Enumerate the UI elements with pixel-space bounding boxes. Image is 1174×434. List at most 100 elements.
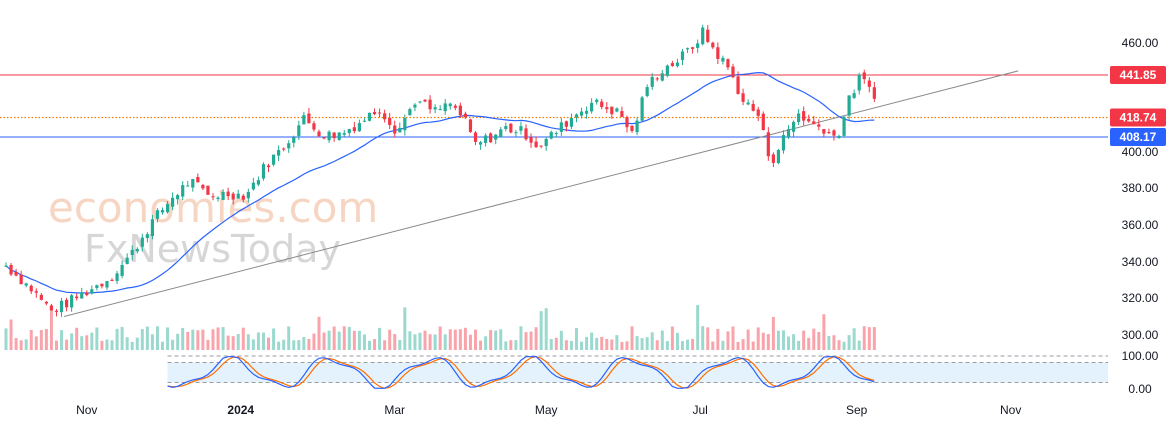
volume-bar	[781, 330, 785, 350]
volume-bar	[100, 340, 104, 350]
volume-bar	[630, 326, 634, 350]
price-axis[interactable]: 300.00 320.00 340.00 360.00 380.00 400.00 460.…	[1122, 36, 1159, 342]
candle-body	[448, 103, 452, 107]
watermark: economies.com FxNewsToday	[48, 183, 378, 271]
candle-body	[403, 117, 407, 131]
volume-bar	[110, 340, 114, 350]
candle-body	[731, 66, 735, 78]
candle-body	[468, 119, 473, 132]
volume-bar	[499, 329, 503, 350]
candle-body	[791, 121, 796, 132]
candle-body	[857, 74, 861, 91]
volume-bar	[231, 336, 235, 350]
candle-body	[595, 99, 599, 103]
volume-bar	[135, 337, 139, 350]
volume-bar	[509, 340, 513, 350]
candle-body	[842, 116, 846, 136]
volume-bar	[600, 336, 604, 350]
volume-bar	[4, 328, 8, 350]
volume-bar	[756, 327, 760, 350]
candle-body	[388, 117, 392, 125]
volume-bar	[186, 331, 190, 350]
volume-bar	[479, 340, 483, 350]
candle-body	[590, 102, 594, 112]
candle-body	[70, 295, 74, 308]
oscillator-k-line	[167, 356, 875, 389]
candle-body	[524, 128, 528, 140]
candle-body	[221, 191, 225, 200]
candle-body	[837, 135, 841, 138]
candle-body	[393, 125, 397, 134]
volume-bar	[44, 329, 48, 350]
volume-bar	[665, 341, 669, 350]
volume-bar	[267, 337, 271, 350]
candle-body	[680, 51, 685, 60]
volume-bar	[458, 329, 462, 350]
candle-body	[312, 123, 316, 130]
volume-bar	[408, 331, 412, 350]
candle-body	[327, 131, 331, 141]
candle-body	[655, 78, 659, 80]
volume-bar	[196, 330, 200, 350]
volume-bar	[504, 341, 508, 350]
candle-body	[438, 109, 442, 111]
volume-bar	[807, 337, 811, 350]
volume-bar	[726, 331, 730, 350]
candle-body	[54, 310, 59, 312]
candle-body	[186, 185, 190, 187]
volume-bar	[721, 340, 725, 350]
candle-body	[428, 99, 432, 110]
candle-body	[398, 127, 402, 133]
candle-body	[19, 274, 23, 285]
trendline[interactable]	[63, 70, 1019, 317]
candle-body	[100, 283, 104, 287]
candle-body	[726, 59, 730, 68]
volume-bar	[453, 329, 457, 350]
volume-bar	[660, 330, 664, 350]
volume-bar	[85, 335, 89, 350]
volume-bar	[277, 341, 281, 350]
candle-body	[696, 43, 700, 48]
candle-body	[433, 107, 437, 110]
volume-bar	[9, 319, 13, 350]
time-axis[interactable]: Nov 2024 Mar May Jul Sep Nov	[76, 403, 1021, 417]
volume-bar	[70, 333, 74, 350]
volume-bar	[307, 339, 311, 350]
candle-body	[191, 178, 195, 188]
candle-body	[549, 132, 553, 139]
volume-bar	[206, 339, 210, 350]
candle-body	[494, 134, 498, 140]
volume-bar	[367, 340, 371, 350]
volume-bar	[731, 326, 735, 350]
candle-body	[473, 132, 478, 142]
volume-bar	[474, 329, 478, 350]
volume-bar	[130, 341, 134, 350]
candle-body	[342, 133, 346, 135]
volume-bar	[297, 340, 301, 350]
candle-body	[751, 103, 755, 111]
volume-bar	[681, 341, 685, 350]
volume-bar	[468, 334, 472, 350]
oscillator-tick-label: 0.00	[1128, 382, 1152, 396]
volume-bar	[539, 311, 543, 350]
volume-bar	[221, 327, 225, 350]
volume-bars	[4, 305, 876, 350]
candle-body	[741, 93, 745, 102]
volume-bar	[544, 308, 548, 350]
volume-bar	[761, 332, 765, 350]
candle-body	[271, 154, 276, 165]
candle-body	[458, 105, 462, 116]
volume-bar	[706, 327, 710, 350]
volume-bar	[373, 339, 377, 350]
price-label-resistance-bg	[1110, 66, 1166, 84]
volume-bar	[80, 336, 84, 350]
volume-bar	[226, 335, 230, 350]
candle-body	[443, 103, 447, 112]
volume-bar	[746, 329, 750, 350]
candle-body	[716, 47, 720, 59]
candle-body	[509, 123, 513, 133]
volume-bar	[105, 339, 109, 350]
candle-body	[529, 136, 533, 143]
